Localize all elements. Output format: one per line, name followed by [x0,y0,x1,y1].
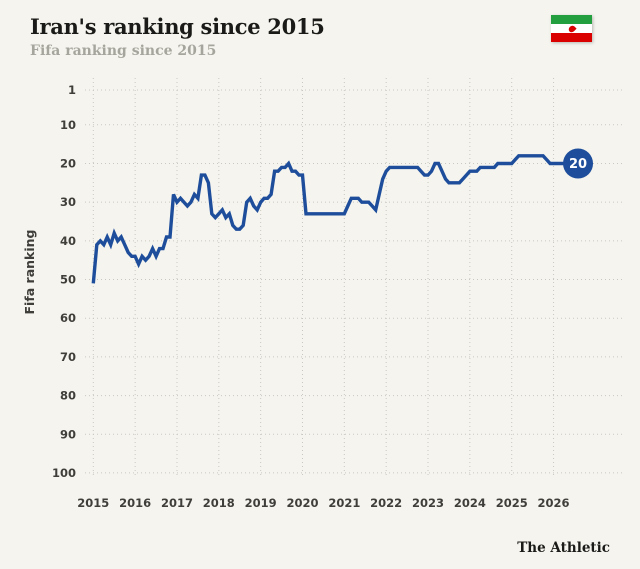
y-tick-60: 60 [60,311,76,325]
page-title: Iran's ranking since 2015 [30,14,325,39]
flag-white-stripe [551,23,592,34]
y-tick-40: 40 [60,234,76,248]
y-tick-10: 10 [60,118,76,132]
y-tick-50: 50 [60,273,76,287]
x-tick-2020: 2020 [286,496,318,510]
x-tick-2024: 2024 [454,496,486,510]
y-tick-100: 100 [52,466,76,480]
y-tick-70: 70 [60,350,76,364]
y-tick-20: 20 [60,156,76,170]
y-tick-1: 1 [68,83,76,97]
brand-logo: The Athletic [517,540,610,556]
x-tick-2021: 2021 [328,496,360,510]
y-tick-30: 30 [60,195,76,209]
y-axis-label: Fifa ranking [22,230,37,315]
x-tick-2016: 2016 [119,496,151,510]
y-tick-80: 80 [60,389,76,403]
x-tick-2015: 2015 [77,496,109,510]
x-tick-2017: 2017 [161,496,193,510]
x-tick-2018: 2018 [203,496,235,510]
current-rank-badge [563,148,594,179]
x-tick-2026: 2026 [538,496,570,510]
ranking-line [91,154,578,284]
fifa-ranking-line-chart: 2015 2016 2017 2018 2019 2020 2021 2022 2023 2024… [22,78,623,510]
y-tick-90: 90 [60,427,76,441]
x-tick-2023: 2023 [412,496,444,510]
iran-flag [551,15,592,42]
x-tick-2025: 2025 [496,496,528,510]
flag-red-stripe [551,33,592,42]
page-subtitle: Fifa ranking since 2015 [30,43,217,59]
x-tick-2022: 2022 [370,496,402,510]
x-tick-2019: 2019 [245,496,277,510]
flag-green-stripe [551,15,592,24]
current-rank-value: 20 [569,157,587,172]
